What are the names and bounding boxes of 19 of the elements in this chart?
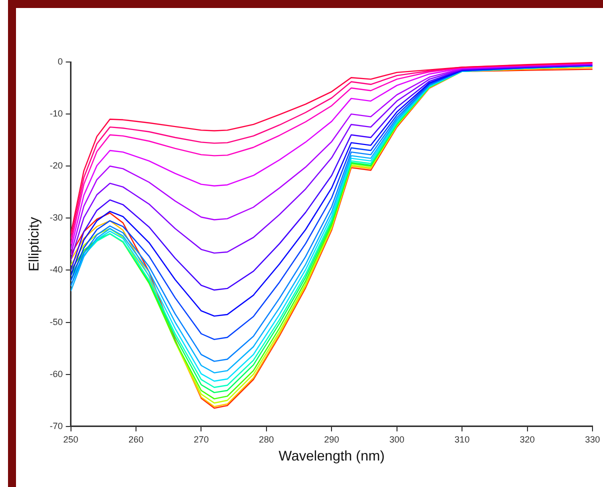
x-tick-label: 330 [584, 434, 600, 444]
x-tick-label: 280 [258, 434, 274, 444]
y-tick-label: -50 [50, 316, 63, 327]
y-tick-label: -20 [50, 160, 63, 171]
x-tick-label: 310 [454, 434, 470, 444]
x-tick-label: 260 [128, 434, 144, 444]
y-tick-label: 0 [58, 56, 63, 66]
x-tick-label: 250 [63, 434, 78, 444]
x-axis-title: Wavelength (nm) [278, 447, 385, 464]
x-tick-label: 300 [389, 434, 404, 444]
x-tick-label: 320 [520, 434, 535, 444]
x-tick-label: 270 [194, 434, 209, 444]
y-tick-label: -60 [50, 368, 63, 379]
y-tick-label: -30 [50, 212, 63, 223]
y-tick-label: -70 [50, 420, 63, 431]
y-tick-label: -10 [50, 108, 63, 119]
x-tick-label: 290 [324, 434, 340, 444]
y-axis-title: Ellipticity [25, 216, 42, 272]
y-tick-label: -40 [50, 264, 63, 275]
